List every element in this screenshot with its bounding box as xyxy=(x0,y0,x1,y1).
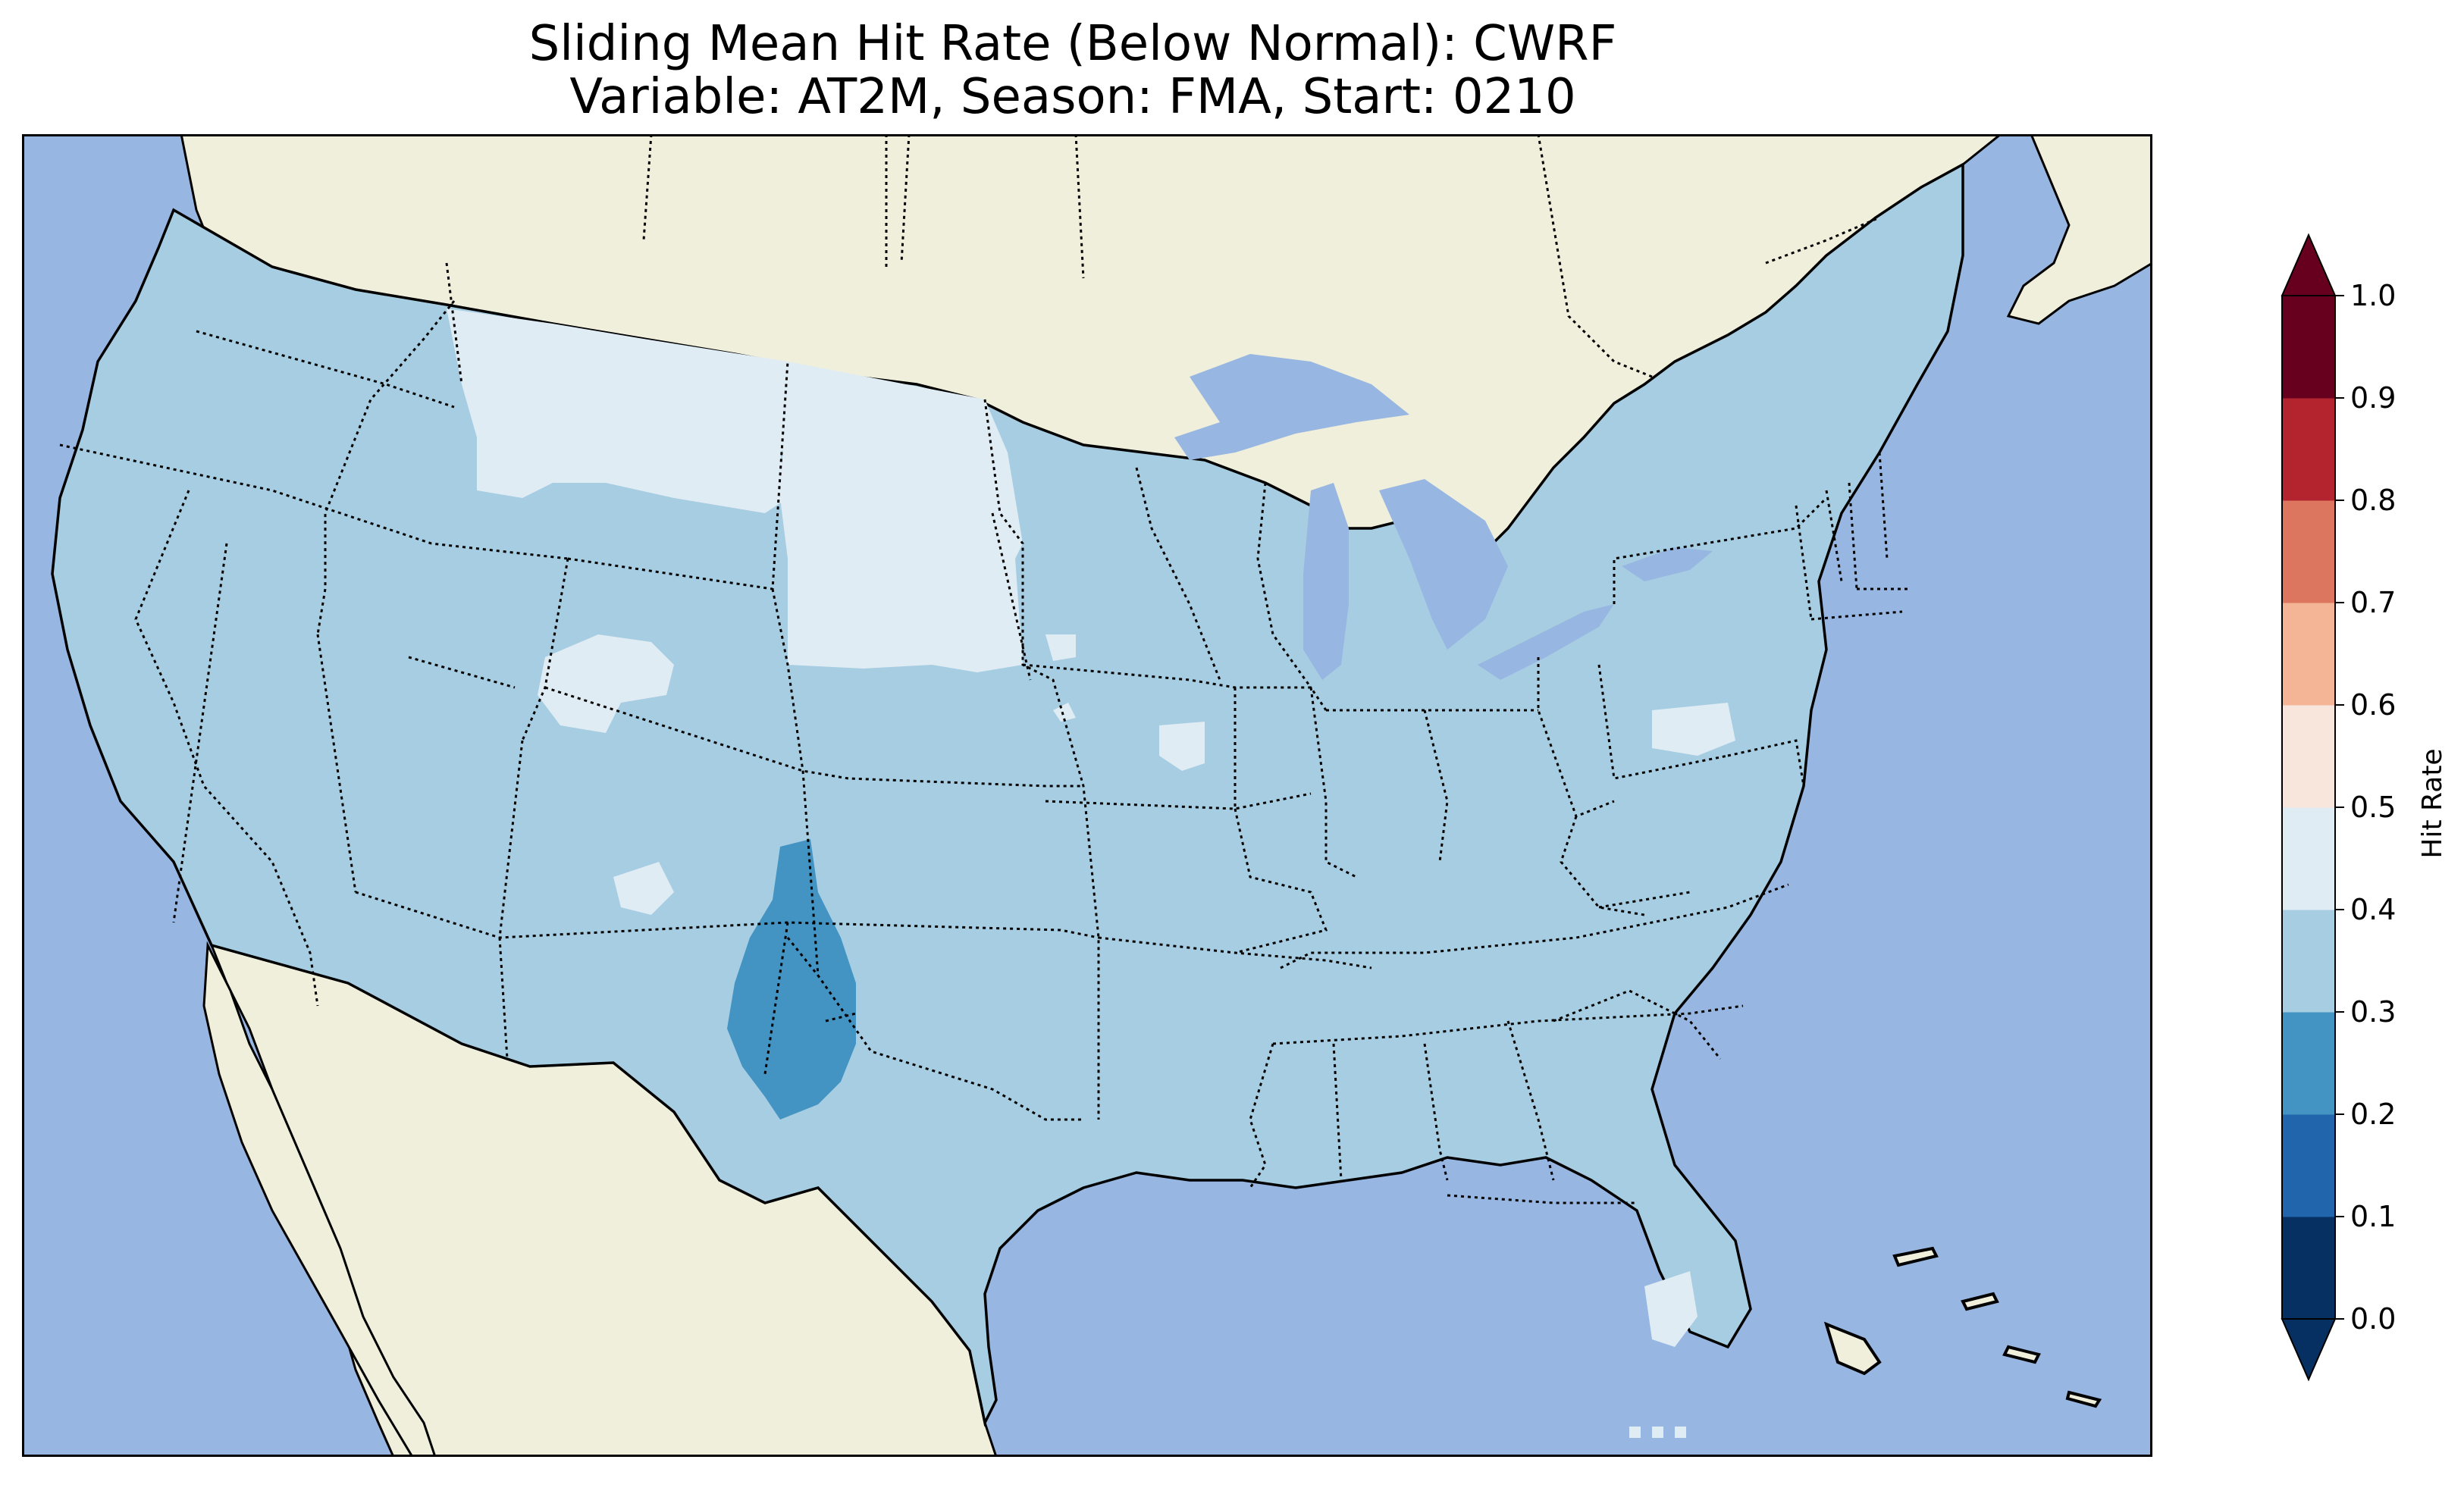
keys-dot xyxy=(1629,1427,1641,1438)
colorado-patch xyxy=(613,862,674,915)
colorbar-tick-label: 1.0 xyxy=(2350,279,2396,312)
dakotas-patch xyxy=(780,362,1023,672)
lake-superior xyxy=(1174,354,1409,460)
colorbar-label: Hit Rate xyxy=(2417,748,2448,858)
colorbar-bin xyxy=(2282,603,2335,706)
maritimes-land xyxy=(2006,134,2152,325)
colorbar-tick-label: 0.9 xyxy=(2350,381,2396,415)
colorbar-bin xyxy=(2282,1012,2335,1115)
bahamas-island xyxy=(1892,1246,1939,1267)
pennsylvania-patch xyxy=(1652,703,1735,756)
chart-subtitle: Variable: AT2M, Season: FMA, Start: 0210 xyxy=(569,69,1576,125)
keys-dot xyxy=(1675,1427,1686,1438)
chart-title: Sliding Mean Hit Rate (Below Normal): CW… xyxy=(528,16,1617,72)
iowa-patch xyxy=(1053,703,1076,722)
colorbar-tick-label: 0.1 xyxy=(2350,1200,2396,1233)
lake-ontario xyxy=(1622,547,1713,581)
colorbar-bin xyxy=(2282,910,2335,1013)
colorbar-tick-label: 0.6 xyxy=(2350,688,2396,722)
florida-patch xyxy=(1644,1271,1698,1347)
colorbar-tick-label: 0.8 xyxy=(2350,484,2396,517)
cuba-land xyxy=(1823,1321,1882,1376)
bahamas-island xyxy=(1961,1292,1999,1311)
colorbar-extend-min xyxy=(2281,1318,2337,1382)
new-mexico-texas-patch xyxy=(727,839,856,1120)
colorbar-bin xyxy=(2282,296,2335,399)
bahamas-island xyxy=(2065,1390,2102,1408)
montana-patch xyxy=(447,309,795,513)
colorbar: 0.0 0.1 0.2 0.3 0.4 0.5 0.6 0.7 0.8 0.9 1.0 Hit Ra… xyxy=(2281,233,2448,1382)
nd-sd-edge-patch xyxy=(1045,634,1076,661)
lake-erie xyxy=(1478,604,1614,680)
wyoming-patch xyxy=(538,634,674,733)
hit-rate-0.4-0.5-regions xyxy=(447,309,1735,1438)
iowa-patch-2 xyxy=(1159,722,1205,771)
colorbar-tick-label: 0.0 xyxy=(2350,1302,2396,1336)
colorbar-ticks: 0.0 0.1 0.2 0.3 0.4 0.5 0.6 0.7 0.8 0.9 1.0 xyxy=(2335,279,2396,1336)
colorbar-tick-label: 0.4 xyxy=(2350,893,2396,926)
colorbar-bin xyxy=(2282,500,2335,603)
colorbar-bin xyxy=(2282,1217,2335,1320)
lake-michigan xyxy=(1303,483,1349,680)
lake-huron xyxy=(1379,479,1508,650)
colorbar-tick-label: 0.2 xyxy=(2350,1098,2396,1131)
baja-land xyxy=(202,941,437,1457)
map-frame xyxy=(22,134,2152,1457)
colorbar-bin xyxy=(2282,398,2335,501)
colorbar-tick-label: 0.5 xyxy=(2350,791,2396,824)
colorbar-bin xyxy=(2282,1114,2335,1217)
colorbar-extend-max xyxy=(2281,233,2337,296)
colorbar-tick-label: 0.7 xyxy=(2350,586,2396,619)
colorbar-bin xyxy=(2282,705,2335,808)
colorbar-bin xyxy=(2282,807,2335,910)
colorbar-bins xyxy=(2281,233,2337,1382)
map-panel xyxy=(22,134,2152,1457)
colorbar-tick-label: 0.3 xyxy=(2350,995,2396,1029)
bahamas-island xyxy=(2002,1345,2041,1364)
state-borders xyxy=(59,134,1910,1204)
keys-dot xyxy=(1652,1427,1663,1438)
